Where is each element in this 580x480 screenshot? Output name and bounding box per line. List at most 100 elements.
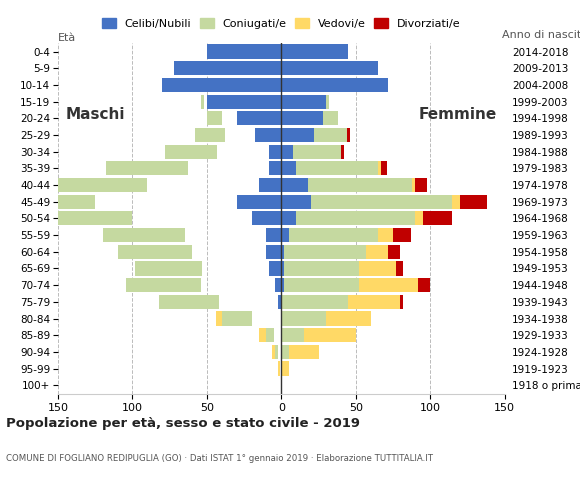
Bar: [255, 128, 281, 142]
Bar: [266, 245, 281, 259]
Bar: [415, 178, 427, 192]
Bar: [381, 161, 387, 175]
Bar: [195, 128, 224, 142]
Bar: [182, 161, 184, 175]
Bar: [415, 211, 423, 226]
Bar: [266, 228, 281, 242]
Bar: [126, 278, 201, 292]
Bar: [184, 262, 192, 276]
Bar: [259, 178, 281, 192]
Bar: [289, 345, 318, 359]
Bar: [281, 78, 389, 92]
Bar: [86, 194, 90, 209]
Bar: [323, 111, 338, 125]
Bar: [281, 128, 314, 142]
Bar: [366, 245, 389, 259]
Bar: [131, 228, 158, 242]
Bar: [281, 144, 293, 159]
Bar: [165, 144, 218, 159]
Bar: [304, 328, 356, 342]
Bar: [135, 262, 202, 276]
Bar: [269, 144, 281, 159]
Bar: [400, 295, 403, 309]
Bar: [222, 312, 252, 325]
Bar: [296, 211, 415, 226]
Legend: Celibi/Nubili, Coniugati/e, Vedovi/e, Divorziati/e: Celibi/Nubili, Coniugati/e, Vedovi/e, Di…: [98, 14, 465, 34]
Bar: [132, 178, 140, 192]
Text: Femmine: Femmine: [419, 108, 497, 122]
Bar: [197, 262, 200, 276]
Bar: [207, 95, 281, 108]
Bar: [396, 262, 403, 276]
Bar: [281, 45, 348, 59]
Bar: [423, 211, 452, 226]
Bar: [160, 295, 219, 309]
Bar: [126, 211, 129, 226]
Bar: [211, 144, 215, 159]
Bar: [281, 278, 284, 292]
Bar: [278, 361, 280, 376]
Bar: [273, 345, 275, 359]
Bar: [281, 161, 296, 175]
Bar: [281, 111, 323, 125]
Bar: [189, 245, 190, 259]
Bar: [35, 178, 147, 192]
Bar: [207, 45, 281, 59]
Text: Maschi: Maschi: [66, 108, 125, 122]
Bar: [296, 161, 378, 175]
Bar: [284, 262, 358, 276]
Text: Età: Età: [58, 33, 76, 43]
Bar: [358, 278, 418, 292]
Bar: [278, 295, 281, 309]
Bar: [347, 128, 350, 142]
Bar: [452, 194, 460, 209]
Bar: [94, 211, 111, 226]
Bar: [207, 111, 222, 125]
Bar: [281, 295, 348, 309]
Bar: [252, 211, 281, 226]
Bar: [61, 194, 76, 209]
Bar: [281, 361, 289, 376]
Bar: [266, 328, 274, 342]
Bar: [269, 161, 281, 175]
Bar: [281, 178, 308, 192]
Bar: [289, 228, 378, 242]
Bar: [412, 178, 415, 192]
Bar: [281, 345, 289, 359]
Bar: [118, 245, 192, 259]
Bar: [281, 245, 284, 259]
Bar: [269, 262, 281, 276]
Bar: [201, 295, 204, 309]
Bar: [460, 194, 487, 209]
Bar: [237, 111, 281, 125]
Bar: [276, 345, 278, 359]
Bar: [326, 312, 371, 325]
Bar: [378, 161, 381, 175]
Bar: [195, 295, 207, 309]
Bar: [103, 228, 184, 242]
Bar: [106, 161, 187, 175]
Bar: [378, 228, 393, 242]
Bar: [237, 194, 281, 209]
Bar: [201, 95, 204, 108]
Bar: [326, 95, 329, 108]
Bar: [281, 312, 326, 325]
Bar: [281, 194, 311, 209]
Bar: [281, 228, 289, 242]
Bar: [179, 278, 187, 292]
Text: Anno di nascita: Anno di nascita: [502, 30, 580, 40]
Bar: [0, 194, 95, 209]
Bar: [389, 245, 400, 259]
Bar: [174, 61, 281, 75]
Bar: [358, 262, 396, 276]
Bar: [216, 312, 234, 325]
Bar: [393, 228, 411, 242]
Bar: [281, 211, 296, 226]
Bar: [311, 194, 452, 209]
Bar: [418, 278, 430, 292]
Bar: [284, 245, 366, 259]
Bar: [276, 278, 281, 292]
Text: Popolazione per età, sesso e stato civile - 2019: Popolazione per età, sesso e stato civil…: [6, 417, 360, 430]
Bar: [281, 262, 284, 276]
Bar: [293, 144, 341, 159]
